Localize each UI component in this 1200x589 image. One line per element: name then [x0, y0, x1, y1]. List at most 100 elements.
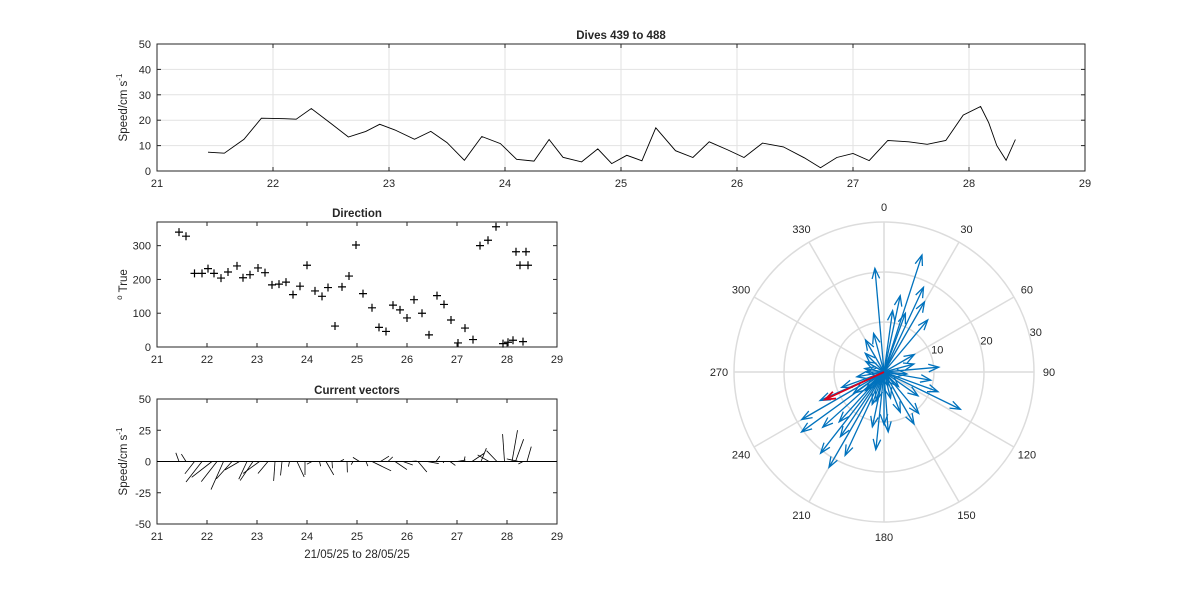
current-arrow	[865, 371, 885, 391]
current-arrow	[820, 371, 885, 454]
current-vector-stick	[426, 461, 439, 464]
y-tick-label: 25	[139, 425, 151, 437]
current-arrow-head	[914, 253, 924, 267]
direction-point	[410, 295, 418, 304]
current-arrow-head	[927, 384, 940, 393]
current-arrow-head	[917, 318, 929, 331]
current-vector-stick	[288, 461, 290, 467]
y-tick-label: -25	[135, 488, 151, 500]
x-tick-label: 21	[151, 354, 163, 366]
current-arrow	[883, 254, 923, 373]
current-arrow-head	[864, 380, 876, 392]
current-arrow	[822, 371, 885, 428]
current-vector-stick	[387, 456, 394, 462]
x-tick-label: 26	[401, 354, 413, 366]
current-arrow-head	[864, 338, 875, 351]
current-vector-stick	[526, 446, 532, 462]
current-vector-stick	[238, 461, 248, 480]
direction-point	[318, 292, 326, 301]
x-tick-label: 26	[401, 531, 413, 543]
current-vector-stick	[471, 452, 485, 462]
current-vector-stick	[511, 430, 518, 462]
y-axis-label: o True	[115, 269, 130, 300]
current-arrow	[883, 286, 925, 373]
y-tick-label: 30	[139, 90, 151, 102]
current-arrow	[883, 301, 926, 373]
direction-point	[224, 268, 232, 276]
current-arrow-head	[872, 438, 882, 452]
current-arrow	[883, 319, 929, 373]
current-arrow-head	[800, 410, 813, 421]
direction-point	[324, 283, 332, 292]
direction-point	[512, 247, 520, 256]
direction-point	[375, 323, 383, 332]
direction-point	[175, 228, 183, 237]
y-tick-label: -50	[135, 519, 151, 531]
speed-series-line	[207, 105, 1016, 169]
y-axis-label-superscript: -1	[115, 427, 124, 435]
direction-point	[261, 268, 269, 277]
current-arrow-head	[903, 353, 916, 364]
current-arrow-head	[892, 401, 902, 415]
x-tick-label: 27	[451, 354, 463, 366]
current-vector-stick	[380, 455, 390, 462]
current-vector-stick	[477, 454, 490, 462]
direction-point	[331, 322, 339, 331]
direction-point	[359, 289, 367, 298]
x-tick-label: 23	[251, 354, 263, 366]
current-arrow	[883, 295, 901, 373]
x-tick-label: 25	[615, 178, 627, 190]
direction-point	[516, 261, 524, 270]
y-tick-label: 300	[133, 241, 151, 253]
polar-radius-label: 20	[980, 336, 992, 348]
y-axis-label: Speed/cm s-1	[115, 427, 130, 495]
direction-point	[504, 338, 512, 347]
current-vector-stick	[518, 461, 524, 465]
polar-angle-label: 60	[1021, 285, 1033, 297]
x-tick-label: 22	[267, 178, 279, 190]
current-vector-stick	[402, 461, 413, 466]
y-tick-label: 0	[145, 457, 151, 469]
current-arrow-head	[870, 415, 879, 429]
current-vector-stick	[480, 448, 487, 462]
mean-current-arrow	[824, 371, 885, 401]
direction-point	[303, 261, 311, 270]
direction-point	[275, 280, 283, 289]
current-arrow	[844, 371, 885, 456]
current-arrow-head	[863, 351, 876, 364]
current-arrow-head	[862, 366, 876, 375]
polar-radius-label: 10	[931, 344, 943, 356]
current-arrow	[883, 371, 931, 381]
x-tick-label: 23	[251, 531, 263, 543]
x-tick-label: 22	[201, 531, 213, 543]
current-arrow	[883, 371, 939, 393]
current-arrow-head	[883, 387, 893, 401]
x-tick-label: 29	[551, 531, 563, 543]
current-vector-stick	[486, 450, 498, 462]
current-vector-stick	[350, 461, 354, 465]
y-tick-label: 0	[145, 342, 151, 354]
current-vector-stick	[449, 461, 456, 466]
direction-point	[210, 269, 218, 278]
direction-point	[440, 300, 448, 309]
current-arrow-head	[886, 308, 896, 322]
current-vector-stick	[184, 461, 195, 475]
current-arrow-head	[902, 362, 916, 371]
current-arrow-head	[907, 386, 920, 397]
current-arrow-head	[915, 300, 926, 313]
current-vector-stick	[394, 461, 408, 470]
direction-point	[519, 337, 527, 346]
current-vector-stick	[435, 456, 441, 462]
y-tick-label: 0	[145, 166, 151, 178]
speed-time-series-panel: 21 22 23 24 25 26 27 28 29 0 10 20 30 40 50 Dives 439 t…	[115, 30, 1091, 190]
current-vector-stick	[280, 461, 283, 476]
current-vector-stick	[463, 456, 466, 462]
current-arrow	[883, 371, 919, 397]
current-vector-stick	[216, 461, 233, 480]
current-arrow-head	[874, 389, 884, 403]
current-vector-stick	[242, 461, 260, 474]
current-arrow	[801, 371, 885, 421]
direction-point	[425, 330, 433, 339]
current-arrow	[883, 313, 906, 373]
direction-point	[447, 315, 455, 324]
